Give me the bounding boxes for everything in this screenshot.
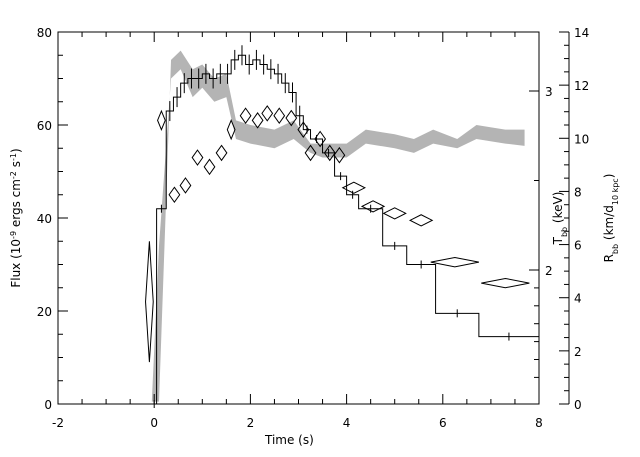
temperature-diamond-20: [382, 207, 407, 220]
temperature-diamond-13: [297, 121, 310, 138]
y-left-tick-label-0: 0: [44, 398, 52, 412]
y-radius-tick-label-4: 4: [574, 292, 582, 306]
temperature-diamond-15: [314, 130, 327, 148]
temperature-diamond-18: [341, 181, 366, 194]
x-tick-label--2: -2: [52, 416, 64, 430]
y-radius-tick-label-12: 12: [574, 79, 589, 93]
temperature-diamond-19: [360, 200, 386, 213]
flux-histogram-layer: [151, 45, 539, 408]
y-temperature-tick-label-3: 3: [545, 85, 553, 99]
y-left-tick-label-80: 80: [37, 26, 52, 40]
x-tick-label-4: 4: [343, 416, 351, 430]
temperature-diamond-6: [215, 144, 228, 162]
temperature-diamond-4: [191, 149, 204, 166]
x-axis-label: Time (s): [264, 433, 314, 447]
y-left-tick-label-20: 20: [37, 305, 52, 319]
x-tick-label-6: 6: [439, 416, 447, 430]
temperature-diamond-14: [304, 144, 317, 162]
x-tick-label-8: 8: [535, 416, 543, 430]
radius-band: [151, 50, 525, 402]
y-radius-tick-label-10: 10: [574, 132, 589, 146]
temperature-diamond-8: [239, 107, 252, 125]
y-temperature-axis-label: Tbb (keV): [551, 192, 569, 246]
y-temperature-tick-label-2: 2: [545, 264, 553, 278]
temperature-diamond-7: [226, 119, 236, 141]
flux-histogram-line: [151, 54, 539, 405]
temperature-diamond-11: [273, 107, 286, 125]
temperature-diamond-3: [179, 177, 192, 194]
temperature-diamond-17: [333, 146, 346, 164]
y-radius-axis-label: Rbb (km/d10 kpc): [602, 174, 620, 263]
temperature-diamond-layer: [145, 105, 530, 363]
x-tick-label-0: 0: [150, 416, 158, 430]
y-radius-tick-label-8: 8: [574, 185, 582, 199]
temperature-diamond-1: [157, 109, 166, 131]
y-left-tick-label-40: 40: [37, 212, 52, 226]
temperature-diamond-23: [481, 277, 530, 289]
y-radius-tick-label-0: 0: [574, 398, 582, 412]
temperature-diamond-10: [261, 105, 274, 122]
tick-layer: [57, 31, 569, 405]
temperature-diamond-16: [323, 144, 336, 162]
temperature-diamond-9: [251, 112, 264, 129]
temperature-diamond-22: [430, 257, 479, 268]
plot-frame: [57, 31, 540, 405]
y-radius-tick-label-2: 2: [574, 345, 582, 359]
temperature-diamond-12: [285, 109, 298, 127]
temperature-diamond-0: [145, 241, 154, 363]
temperature-diamond-2: [168, 186, 181, 204]
temperature-diamond-5: [203, 158, 216, 176]
y-radius-tick-label-6: 6: [574, 239, 582, 253]
temperature-diamond-21: [408, 214, 434, 227]
y-left-tick-label-60: 60: [37, 119, 52, 133]
y-left-axis-label: Flux (10-9 ergs cm-2 s-1): [9, 148, 24, 287]
radius-band-layer: [151, 50, 525, 402]
y-radius-tick-label-14: 14: [574, 26, 589, 40]
x-tick-label-2: 2: [247, 416, 255, 430]
